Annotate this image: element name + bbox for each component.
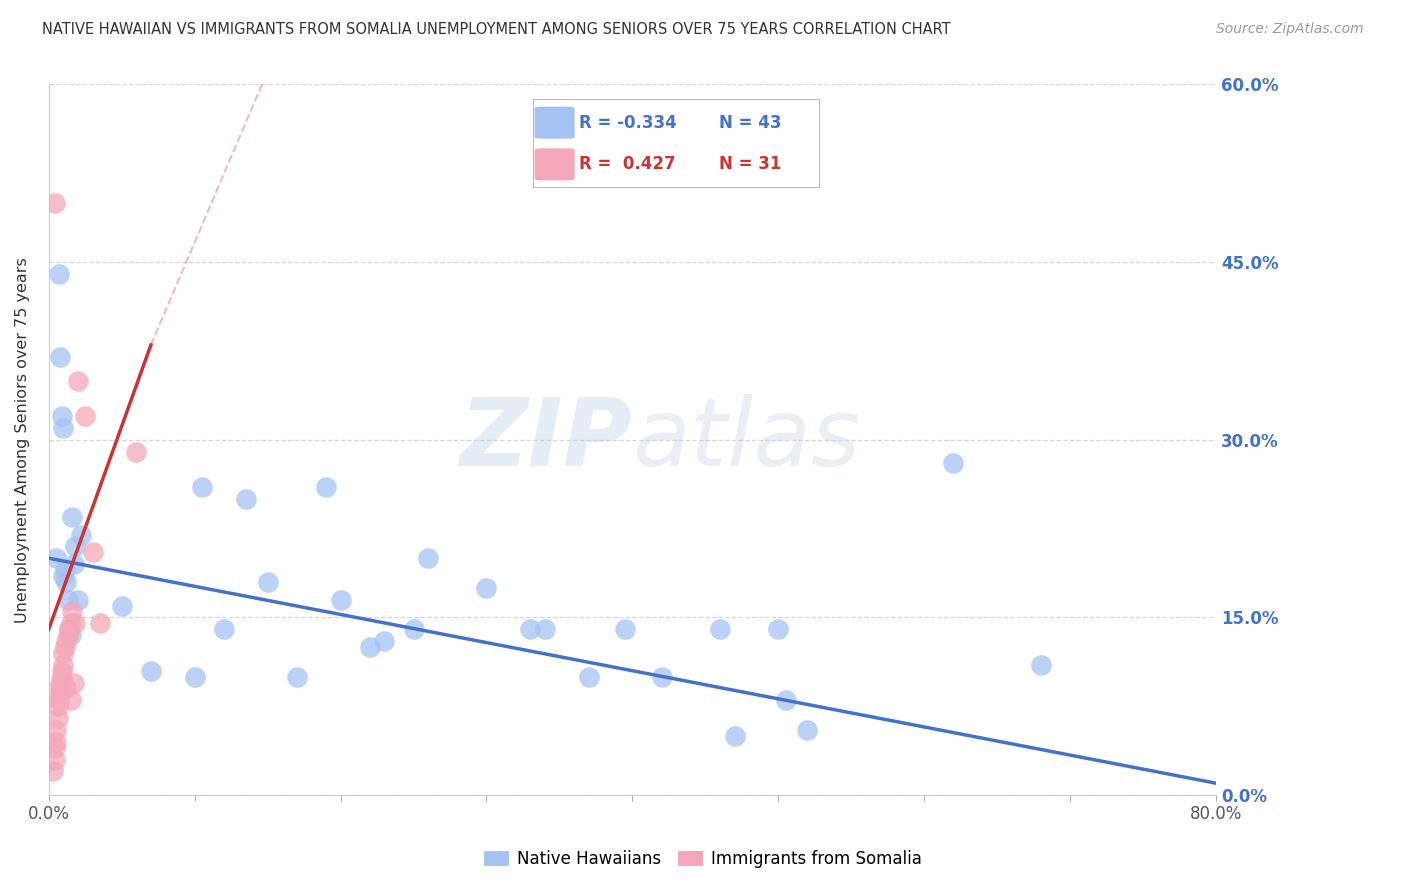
Point: [42, 764, 65, 779]
Point: [53, 640, 76, 654]
Point: [52, 646, 75, 660]
Point: [475, 581, 498, 595]
Point: [62, 675, 84, 690]
Point: [48, 687, 70, 701]
Point: [55, 634, 77, 648]
Point: [55, 681, 77, 696]
Point: [651, 670, 673, 684]
Point: [51, 664, 73, 678]
Point: [49, 681, 72, 696]
Point: [111, 599, 134, 613]
Point: [60, 509, 83, 524]
Point: [45, 723, 67, 737]
Point: [59, 693, 82, 707]
Point: [416, 551, 439, 566]
Text: atlas: atlas: [633, 394, 860, 485]
Point: [183, 670, 205, 684]
Point: [63, 616, 86, 631]
Point: [55, 574, 77, 589]
Point: [519, 622, 541, 636]
Point: [51, 670, 73, 684]
Point: [768, 622, 790, 636]
Point: [49, 675, 72, 690]
Point: [534, 622, 557, 636]
Y-axis label: Unemployment Among Seniors over 75 years: Unemployment Among Seniors over 75 years: [15, 257, 30, 623]
Text: Source: ZipAtlas.com: Source: ZipAtlas.com: [1216, 22, 1364, 37]
Point: [942, 457, 965, 471]
Point: [53, 563, 76, 577]
Point: [58, 622, 80, 636]
Legend: Native Hawaiians, Immigrants from Somalia: Native Hawaiians, Immigrants from Somali…: [477, 844, 929, 875]
Point: [52, 421, 75, 435]
Point: [359, 640, 381, 654]
Point: [315, 480, 337, 494]
Point: [723, 729, 745, 743]
Point: [82, 545, 104, 559]
Point: [63, 539, 86, 553]
Point: [66, 592, 89, 607]
Point: [51, 409, 73, 423]
Point: [52, 657, 75, 672]
Text: ZIP: ZIP: [460, 393, 633, 486]
Point: [46, 711, 69, 725]
Point: [52, 569, 75, 583]
Point: [89, 616, 111, 631]
Point: [614, 622, 637, 636]
Point: [49, 350, 72, 364]
Point: [796, 723, 818, 737]
Point: [46, 699, 69, 714]
Point: [775, 693, 797, 707]
Point: [578, 670, 600, 684]
Point: [56, 592, 79, 607]
Point: [45, 551, 67, 566]
Point: [62, 557, 84, 571]
Point: [48, 693, 70, 707]
Point: [45, 735, 67, 749]
Point: [58, 622, 80, 636]
Point: [56, 628, 79, 642]
Point: [75, 409, 97, 423]
Point: [256, 574, 278, 589]
Point: [212, 622, 235, 636]
Point: [48, 267, 70, 281]
Point: [191, 480, 214, 494]
Point: [125, 444, 148, 458]
Point: [44, 195, 66, 210]
Point: [709, 622, 731, 636]
Point: [1029, 657, 1052, 672]
Point: [139, 664, 162, 678]
Point: [402, 622, 425, 636]
Point: [59, 616, 82, 631]
Text: NATIVE HAWAIIAN VS IMMIGRANTS FROM SOMALIA UNEMPLOYMENT AMONG SENIORS OVER 75 YE: NATIVE HAWAIIAN VS IMMIGRANTS FROM SOMAL…: [42, 22, 950, 37]
Point: [285, 670, 308, 684]
Point: [60, 605, 83, 619]
Point: [44, 740, 66, 755]
Point: [66, 374, 89, 388]
Point: [329, 592, 352, 607]
Point: [235, 491, 257, 506]
Point: [59, 628, 82, 642]
Point: [70, 527, 93, 541]
Point: [44, 752, 66, 766]
Point: [373, 634, 395, 648]
